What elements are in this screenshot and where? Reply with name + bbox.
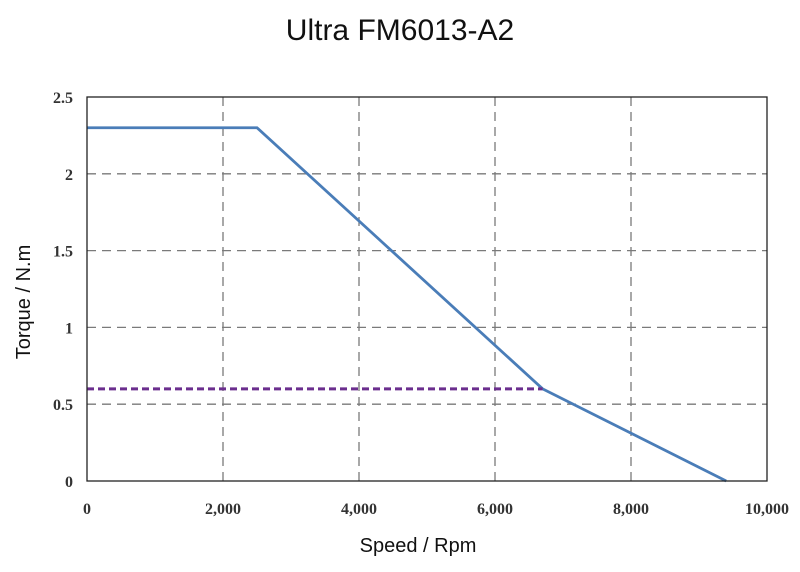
y-tick-label: 0 — [65, 474, 73, 491]
x-tick-label: 8,000 — [613, 501, 649, 518]
x-tick-label: 0 — [83, 501, 91, 518]
series-layer — [87, 126, 727, 483]
chart-title: Ultra FM6013-A2 — [285, 14, 515, 47]
x-tick-label: 2,000 — [205, 501, 241, 518]
plot-frame — [86, 96, 768, 482]
y-tick-label: 2 — [65, 167, 73, 184]
y-axis-label: Torque / N.m — [13, 245, 35, 359]
x-tick-label: 10,000 — [745, 501, 789, 518]
y-tick-label: 1.5 — [53, 244, 73, 261]
grid — [87, 97, 767, 481]
tick-labels: 0 2,000 4,000 6,000 8,000 10,000 0 0.5 1 1.5 2 2.5 — [53, 90, 789, 518]
y-tick-label: 1 — [65, 320, 73, 337]
x-tick-label: 4,000 — [341, 501, 377, 518]
x-axis-label: Speed / Rpm — [360, 535, 477, 557]
series-line-solid — [87, 126, 727, 483]
y-tick-label: 0.5 — [53, 397, 73, 414]
x-tick-label: 6,000 — [477, 501, 513, 518]
y-tick-label: 2.5 — [53, 90, 73, 107]
